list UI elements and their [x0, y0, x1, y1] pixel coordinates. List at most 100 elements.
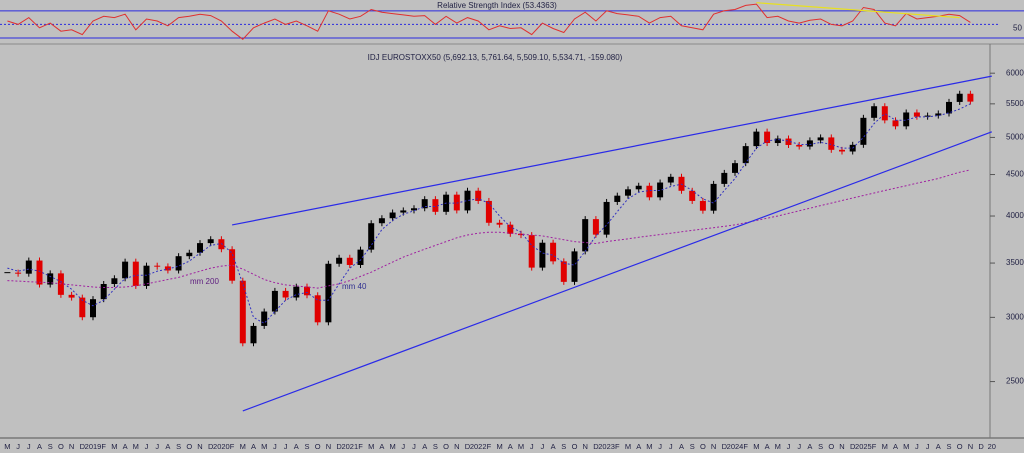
x-tick-label: D	[208, 442, 214, 451]
x-tick-label: O	[700, 442, 706, 451]
x-tick-label: 20	[988, 442, 996, 451]
candle	[571, 251, 578, 282]
candle	[475, 190, 482, 201]
moving-average	[7, 169, 971, 289]
candle	[764, 131, 771, 144]
y-tick-label: 3000	[1006, 312, 1024, 321]
x-tick-label: 2023	[598, 442, 615, 451]
candle	[742, 146, 749, 164]
x-tick-label: 2025	[855, 442, 872, 451]
x-tick-label: A	[807, 442, 812, 451]
x-tick-label: S	[304, 442, 309, 451]
x-tick-label: M	[882, 442, 888, 451]
candle	[378, 218, 385, 224]
x-tick-label: N	[197, 442, 202, 451]
y-tick-label: 5000	[1006, 133, 1024, 142]
candle	[421, 199, 428, 209]
x-tick-label: M	[625, 442, 631, 451]
candle	[197, 243, 203, 253]
y-tick-label: 4500	[1006, 170, 1024, 179]
candle	[186, 252, 193, 257]
candle	[453, 194, 460, 211]
x-tick-label: A	[294, 442, 299, 451]
candle	[357, 249, 364, 265]
x-tick-label: A	[679, 442, 684, 451]
candle	[796, 144, 803, 147]
x-tick-label: S	[433, 442, 438, 451]
x-tick-label: J	[541, 442, 545, 451]
y-tick-label: 4000	[1006, 211, 1024, 220]
candle	[956, 93, 963, 102]
x-tick-label: N	[582, 442, 587, 451]
candle	[47, 273, 54, 285]
candle	[496, 222, 503, 225]
x-tick-label: A	[765, 442, 770, 451]
x-tick-label: D	[850, 442, 856, 451]
x-tick-label: D	[336, 442, 342, 451]
x-tick-label: A	[508, 442, 513, 451]
candle	[132, 261, 139, 286]
candle	[528, 235, 535, 268]
mm200-label: mm 200	[190, 277, 219, 286]
candle	[15, 272, 22, 274]
candle	[871, 106, 878, 118]
x-tick-label: J	[412, 442, 416, 451]
candle	[111, 278, 118, 284]
x-tick-label: S	[176, 442, 181, 451]
candle	[432, 199, 439, 212]
x-tick-label: M	[240, 442, 246, 451]
trendline	[756, 2, 960, 19]
candle	[785, 138, 792, 145]
x-tick-label: M	[4, 442, 10, 451]
candle	[518, 233, 524, 236]
x-tick-label: M	[389, 442, 395, 451]
candle	[25, 260, 32, 274]
x-tick-label: A	[936, 442, 941, 451]
candle	[881, 106, 888, 121]
x-tick-label: J	[658, 442, 662, 451]
x-tick-label: O	[572, 442, 578, 451]
y-tick-label: 6000	[1006, 68, 1024, 77]
candle	[143, 265, 150, 286]
x-tick-label: M	[111, 442, 117, 451]
x-tick-label: J	[530, 442, 534, 451]
moving-average	[7, 103, 971, 324]
x-tick-label: M	[518, 442, 524, 451]
x-tick-label: O	[443, 442, 449, 451]
rsi-title: Relative Strength Index (53.4363)	[437, 1, 557, 10]
x-tick-label: J	[915, 442, 919, 451]
x-tick-label: O	[315, 442, 321, 451]
candle	[314, 295, 321, 323]
candle	[689, 190, 696, 201]
candle	[560, 261, 567, 282]
candle	[935, 113, 942, 116]
x-tick-label: F	[615, 442, 620, 451]
x-tick-label: A	[893, 442, 898, 451]
x-tick-label: D	[722, 442, 728, 451]
x-tick-label: J	[284, 442, 288, 451]
x-tick-label: M	[753, 442, 759, 451]
x-tick-label: J	[27, 442, 31, 451]
candle	[635, 185, 642, 190]
x-tick-label: A	[422, 442, 427, 451]
x-tick-label: A	[379, 442, 384, 451]
candle	[293, 286, 300, 298]
x-tick-label: M	[903, 442, 909, 451]
candle	[732, 163, 738, 173]
x-tick-label: A	[251, 442, 256, 451]
x-tick-label: S	[48, 442, 53, 451]
candle	[229, 249, 236, 281]
x-tick-label: M	[496, 442, 502, 451]
x-tick-label: J	[155, 442, 159, 451]
candle	[507, 224, 514, 234]
candle	[667, 176, 674, 183]
x-tick-label: J	[797, 442, 801, 451]
candle	[464, 190, 471, 211]
x-tick-label: A	[165, 442, 170, 451]
x-tick-label: J	[926, 442, 930, 451]
candle	[839, 149, 845, 152]
x-tick-label: 2024	[727, 442, 744, 451]
price-title: IDJ EUROSTOXX50 (5,692.13, 5,761.64, 5,5…	[368, 53, 623, 62]
